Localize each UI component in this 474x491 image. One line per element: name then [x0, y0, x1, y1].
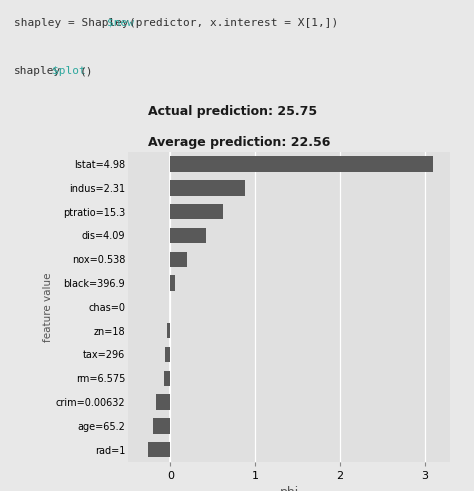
- Bar: [164, 371, 170, 386]
- Y-axis label: feature value: feature value: [43, 272, 53, 342]
- Text: Actual prediction: 25.75: Actual prediction: 25.75: [148, 105, 317, 118]
- Text: shapley = Shapley: shapley = Shapley: [14, 18, 129, 27]
- Bar: [170, 228, 206, 243]
- Bar: [167, 323, 170, 338]
- Bar: [170, 275, 175, 291]
- Bar: [153, 418, 170, 434]
- Text: shapley: shapley: [14, 66, 62, 76]
- Bar: [170, 156, 433, 172]
- Text: (): (): [80, 66, 93, 76]
- Text: Average prediction: 22.56: Average prediction: 22.56: [148, 136, 330, 149]
- Bar: [165, 347, 170, 362]
- Bar: [170, 204, 223, 219]
- Text: (predictor, x.interest = X[1,]): (predictor, x.interest = X[1,]): [128, 18, 338, 27]
- Text: $plot: $plot: [52, 66, 86, 76]
- Bar: [156, 394, 170, 410]
- Bar: [148, 442, 170, 458]
- Text: $new: $new: [107, 18, 134, 27]
- Bar: [170, 251, 186, 267]
- X-axis label: phi: phi: [280, 486, 299, 491]
- Bar: [170, 180, 245, 195]
